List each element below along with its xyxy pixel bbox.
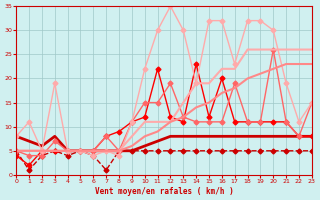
X-axis label: Vent moyen/en rafales ( km/h ): Vent moyen/en rafales ( km/h ) bbox=[95, 187, 233, 196]
